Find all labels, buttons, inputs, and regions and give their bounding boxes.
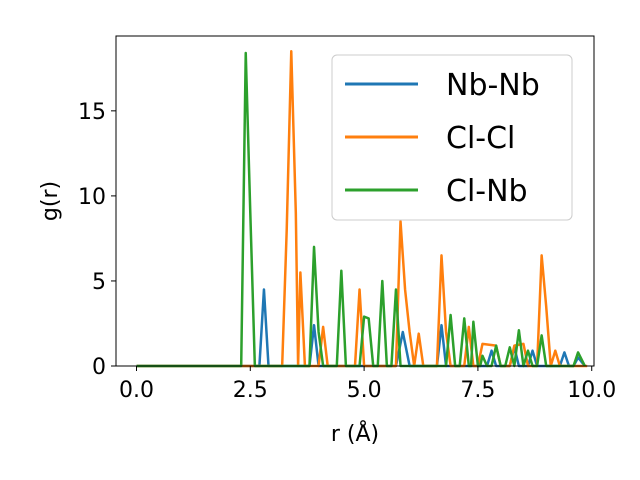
legend-label-cl-cl: Cl-Cl <box>446 121 515 156</box>
y-tick-label: 5 <box>92 270 106 295</box>
y-tick-label: 0 <box>92 355 106 380</box>
legend-label-cl-nb: Cl-Nb <box>446 174 528 209</box>
legend-label-nb-nb: Nb-Nb <box>446 68 540 103</box>
legend-box <box>331 54 573 221</box>
y-axis-label: g(r) <box>38 181 63 221</box>
legend: Nb-Nb Cl-Cl Cl-Nb <box>331 54 573 221</box>
y-axis-ticks: 0 5 10 15 <box>78 100 116 380</box>
x-tick-label: 7.5 <box>460 378 495 403</box>
x-tick-label: 0.0 <box>119 378 154 403</box>
y-tick-label: 10 <box>78 185 106 210</box>
x-tick-label: 10.0 <box>567 378 616 403</box>
y-tick-label: 15 <box>78 100 106 125</box>
x-tick-label: 2.5 <box>233 378 268 403</box>
plot-frame <box>115 35 595 367</box>
x-axis-label: r (Å) <box>331 420 379 447</box>
x-axis-ticks: 0.0 2.5 5.0 7.5 10.0 <box>119 366 616 403</box>
x-tick-label: 5.0 <box>347 378 382 403</box>
series-line-nb-nb <box>136 288 586 368</box>
